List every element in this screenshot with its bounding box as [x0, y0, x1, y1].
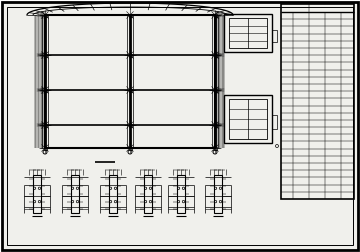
Bar	[129, 53, 131, 56]
Bar	[129, 123, 131, 127]
Bar	[213, 14, 216, 16]
Bar	[229, 99, 267, 139]
Bar	[224, 14, 272, 52]
Bar	[229, 18, 267, 48]
Bar	[44, 146, 46, 149]
Bar	[213, 53, 216, 56]
Bar	[214, 175, 222, 213]
Bar	[109, 175, 117, 213]
Bar	[44, 53, 46, 56]
Bar	[213, 123, 216, 127]
Bar	[33, 175, 41, 213]
Bar	[44, 14, 46, 16]
Bar	[281, 4, 354, 199]
Bar	[213, 88, 216, 91]
Bar	[71, 175, 79, 213]
Bar	[224, 95, 272, 143]
Bar	[129, 146, 131, 149]
Bar	[177, 175, 185, 213]
Bar	[44, 88, 46, 91]
Bar	[45, 15, 215, 148]
Bar	[144, 175, 152, 213]
Bar	[213, 146, 216, 149]
Bar	[129, 14, 131, 16]
Bar	[129, 88, 131, 91]
Bar	[44, 123, 46, 127]
Bar	[272, 115, 277, 129]
Bar	[272, 30, 277, 42]
